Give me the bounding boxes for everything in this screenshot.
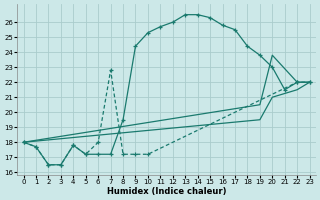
X-axis label: Humidex (Indice chaleur): Humidex (Indice chaleur) <box>107 187 226 196</box>
